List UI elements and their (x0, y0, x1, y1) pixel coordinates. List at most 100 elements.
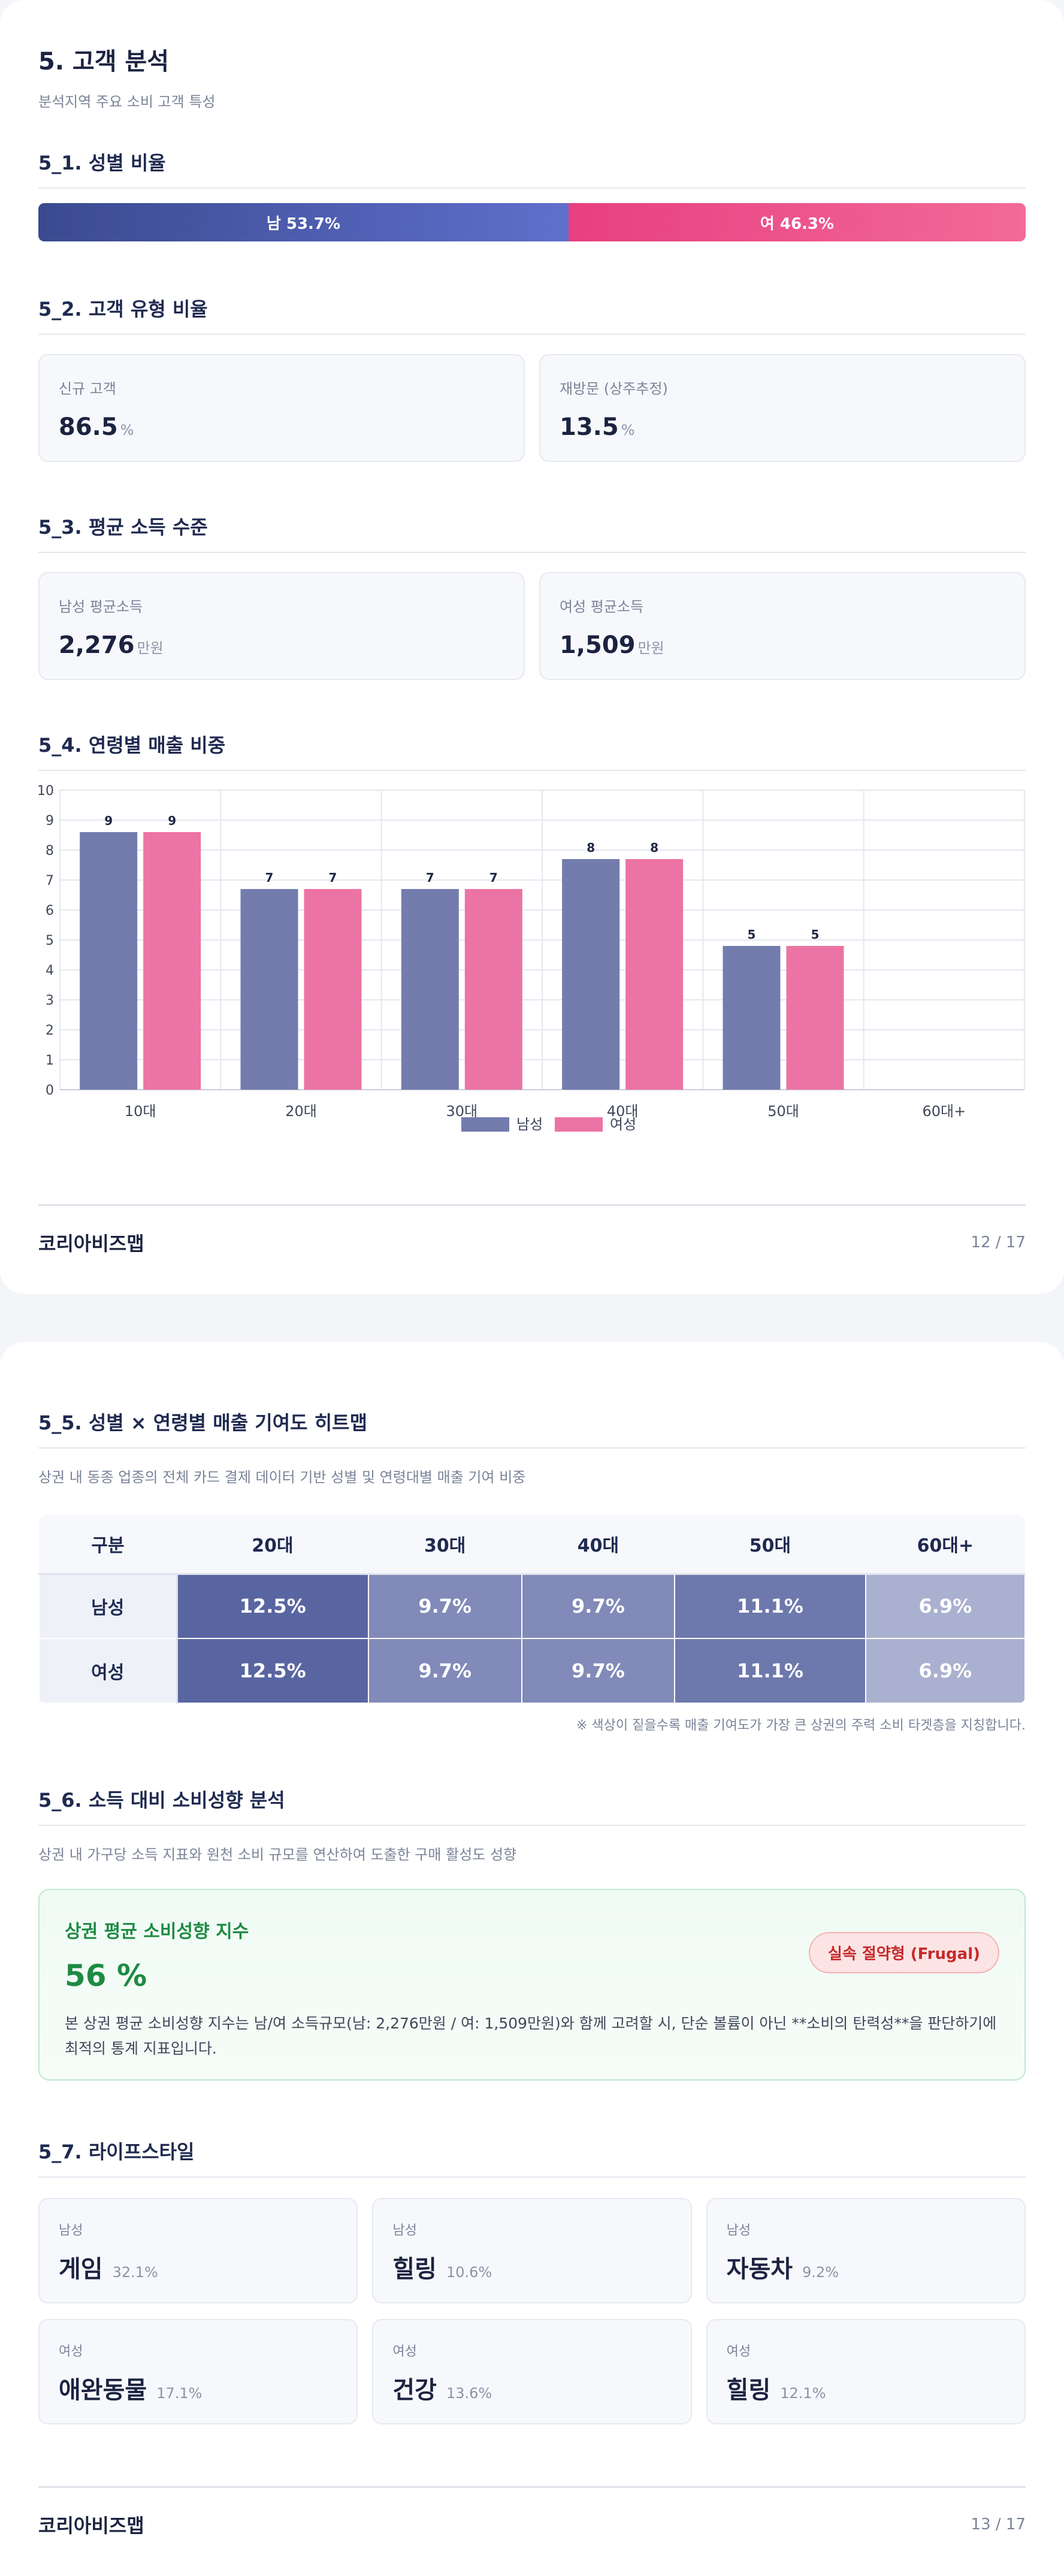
lifestyle-title: 5_7. 라이프스타일 (38, 2137, 1026, 2178)
lifestyle-pct: 32.1% (112, 2264, 158, 2281)
lifestyle-gender: 남성 (59, 2223, 83, 2238)
male-ratio-segment: 남 53.7% (38, 203, 569, 241)
page-number: 12 / 17 (971, 1233, 1026, 1251)
heatmap-cell: 11.1% (674, 1638, 866, 1704)
page-number: 13 / 17 (971, 2515, 1026, 2533)
lifestyle-card: 여성 건강 13.6% (372, 2319, 692, 2424)
legend-label: 여성 (610, 1116, 636, 1133)
lifestyle-card: 남성 자동차 9.2% (706, 2198, 1026, 2303)
age-sales-title: 5_4. 연령별 매출 비중 (38, 730, 1026, 771)
bar-male (401, 889, 459, 1090)
card-value: 2,276 (59, 631, 135, 659)
y-tick-label: 9 (46, 814, 54, 829)
lifestyle-name: 힐링 (726, 2377, 771, 2404)
heatmap-title: 5_5. 성별 × 연령별 매출 기여도 히트맵 (38, 1408, 1026, 1449)
legend-swatch (555, 1117, 603, 1132)
heatmap-cell: 9.7% (521, 1573, 676, 1639)
heatmap-col-header: 40대 (521, 1515, 675, 1575)
lifestyle-name: 애완동물 (59, 2377, 147, 2404)
card-label: 재방문 (상주추정) (560, 380, 668, 397)
bar-female (625, 859, 684, 1090)
y-tick-label: 6 (46, 903, 54, 918)
lifestyle-gender: 남성 (726, 2223, 751, 2238)
lifestyle-pct: 10.6% (446, 2264, 492, 2281)
income-cards: 남성 평균소득 2,276 만원 여성 평균소득 1,509 만원 (38, 572, 1026, 680)
legend-swatch (461, 1117, 509, 1132)
x-tick-label: 50대 (767, 1103, 799, 1120)
bar-data-label: 8 (587, 840, 595, 855)
income-level-title: 5_3. 평균 소득 수준 (38, 512, 1026, 553)
card-unit: % (621, 422, 635, 439)
bar-data-label: 5 (748, 927, 756, 942)
spending-index-description: 본 상권 평균 소비성향 지수는 남/여 소득규모(남: 2,276만원 / 여… (65, 2015, 997, 2057)
heatmap-cell: 12.5% (176, 1638, 369, 1704)
bar-data-label: 7 (265, 870, 274, 885)
customer-type-cards: 신규 고객 86.5% 재방문 (상주추정) 13.5% (38, 354, 1026, 462)
returning-customer-card: 재방문 (상주추정) 13.5% (539, 354, 1026, 462)
report-page-13: 5_5. 성별 × 연령별 매출 기여도 히트맵 상권 내 동종 업종의 전체 … (0, 1342, 1064, 2576)
bar-data-label: 8 (650, 840, 658, 855)
lifestyle-pct: 12.1% (780, 2385, 826, 2402)
lifestyle-name: 힐링 (392, 2255, 437, 2283)
y-tick-label: 0 (46, 1083, 54, 1098)
heatmap-row-female: 여성 12.5% 9.7% 9.7% 11.1% 6.9% (38, 1638, 1026, 1704)
heatmap-row-male: 남성 12.5% 9.7% 9.7% 11.1% 6.9% (38, 1573, 1026, 1639)
card-value: 13.5 (560, 413, 619, 441)
age-sales-bar-chart: 0 1 2 3 4 5 6 7 8 9 10 9 9 10대 7 7 20대 7 7 30대 8 8 40대 5 5 50대 60대… (38, 784, 1025, 1133)
frugal-badge: 실속 절약형 (Frugal) (809, 1932, 999, 1973)
heatmap-col-header: 20대 (177, 1515, 368, 1575)
report-page-12: 5. 고객 분석 분석지역 주요 소비 고객 특성 5_1. 성별 비율 남 5… (0, 0, 1064, 1294)
male-income-card: 남성 평균소득 2,276 만원 (38, 572, 525, 680)
legend-label: 남성 (516, 1116, 543, 1133)
lifestyle-pct: 9.2% (802, 2264, 839, 2281)
heatmap-cell: 11.1% (674, 1573, 866, 1639)
page-subtitle: 분석지역 주요 소비 고객 특성 (38, 93, 216, 110)
heatmap-col-header: 30대 (368, 1515, 522, 1575)
lifestyle-name: 건강 (392, 2377, 437, 2404)
card-value: 1,509 (560, 631, 636, 659)
card-label: 남성 평균소득 (59, 598, 143, 615)
new-customer-card: 신규 고객 86.5% (38, 354, 525, 462)
spending-propensity-description: 상권 내 가구당 소득 지표와 원천 소비 규모를 연산하여 도출한 구매 활성… (38, 1846, 517, 1863)
spending-index-card: 상권 평균 소비성향 지수 56 % 실속 절약형 (Frugal) 본 상권 … (38, 1889, 1026, 2081)
brand-name: 코리아비즈맵 (38, 1232, 144, 1255)
bar-data-label: 5 (811, 927, 820, 942)
lifestyle-gender: 여성 (726, 2344, 751, 2359)
y-tick-label: 1 (46, 1053, 54, 1068)
spending-index-value: 56 % (65, 1958, 147, 1993)
brand-name: 코리아비즈맵 (38, 2514, 144, 2537)
spending-propensity-title: 5_6. 소득 대비 소비성향 분석 (38, 1785, 1026, 1826)
heatmap-corner: 구분 (39, 1515, 177, 1575)
lifestyle-gender: 여성 (392, 2344, 417, 2359)
heatmap-description: 상권 내 동종 업종의 전체 카드 결제 데이터 기반 성별 및 연령대별 매출… (38, 1469, 526, 1486)
bar-female (143, 832, 201, 1090)
card-value: 86.5 (59, 413, 118, 441)
y-tick-label: 7 (46, 873, 54, 888)
bar-male (80, 832, 138, 1090)
heatmap-row-header: 남성 (38, 1573, 178, 1639)
bar-male (562, 859, 620, 1090)
heatmap-cell: 9.7% (367, 1638, 522, 1704)
y-tick-label: 4 (46, 963, 54, 978)
female-ratio-segment: 여 46.3% (568, 203, 1026, 241)
page-footer: 코리아비즈맵 12 / 17 (38, 1204, 1026, 1256)
card-unit: 만원 (137, 640, 164, 657)
gender-ratio-title: 5_1. 성별 비율 (38, 148, 1026, 189)
x-tick-label: 40대 (607, 1103, 639, 1120)
lifestyle-card: 남성 힐링 10.6% (372, 2198, 692, 2303)
bar-data-label: 9 (104, 814, 113, 828)
heatmap-col-header: 60대+ (865, 1515, 1025, 1575)
lifestyle-pct: 17.1% (156, 2385, 202, 2402)
card-label: 신규 고객 (59, 380, 116, 397)
heatmap-cell: 6.9% (864, 1573, 1026, 1639)
female-income-card: 여성 평균소득 1,509 만원 (539, 572, 1026, 680)
bar-female (304, 889, 362, 1090)
gender-ratio-bar: 남 53.7% 여 46.3% (38, 203, 1026, 241)
y-tick-label: 10 (38, 784, 54, 799)
customer-type-title: 5_2. 고객 유형 비율 (38, 294, 1026, 335)
heatmap-cell: 6.9% (864, 1638, 1026, 1704)
lifestyle-name: 자동차 (726, 2255, 793, 2283)
lifestyle-card: 남성 게임 32.1% (38, 2198, 358, 2303)
x-tick-label: 60대+ (922, 1103, 966, 1120)
bar-female (464, 889, 522, 1090)
